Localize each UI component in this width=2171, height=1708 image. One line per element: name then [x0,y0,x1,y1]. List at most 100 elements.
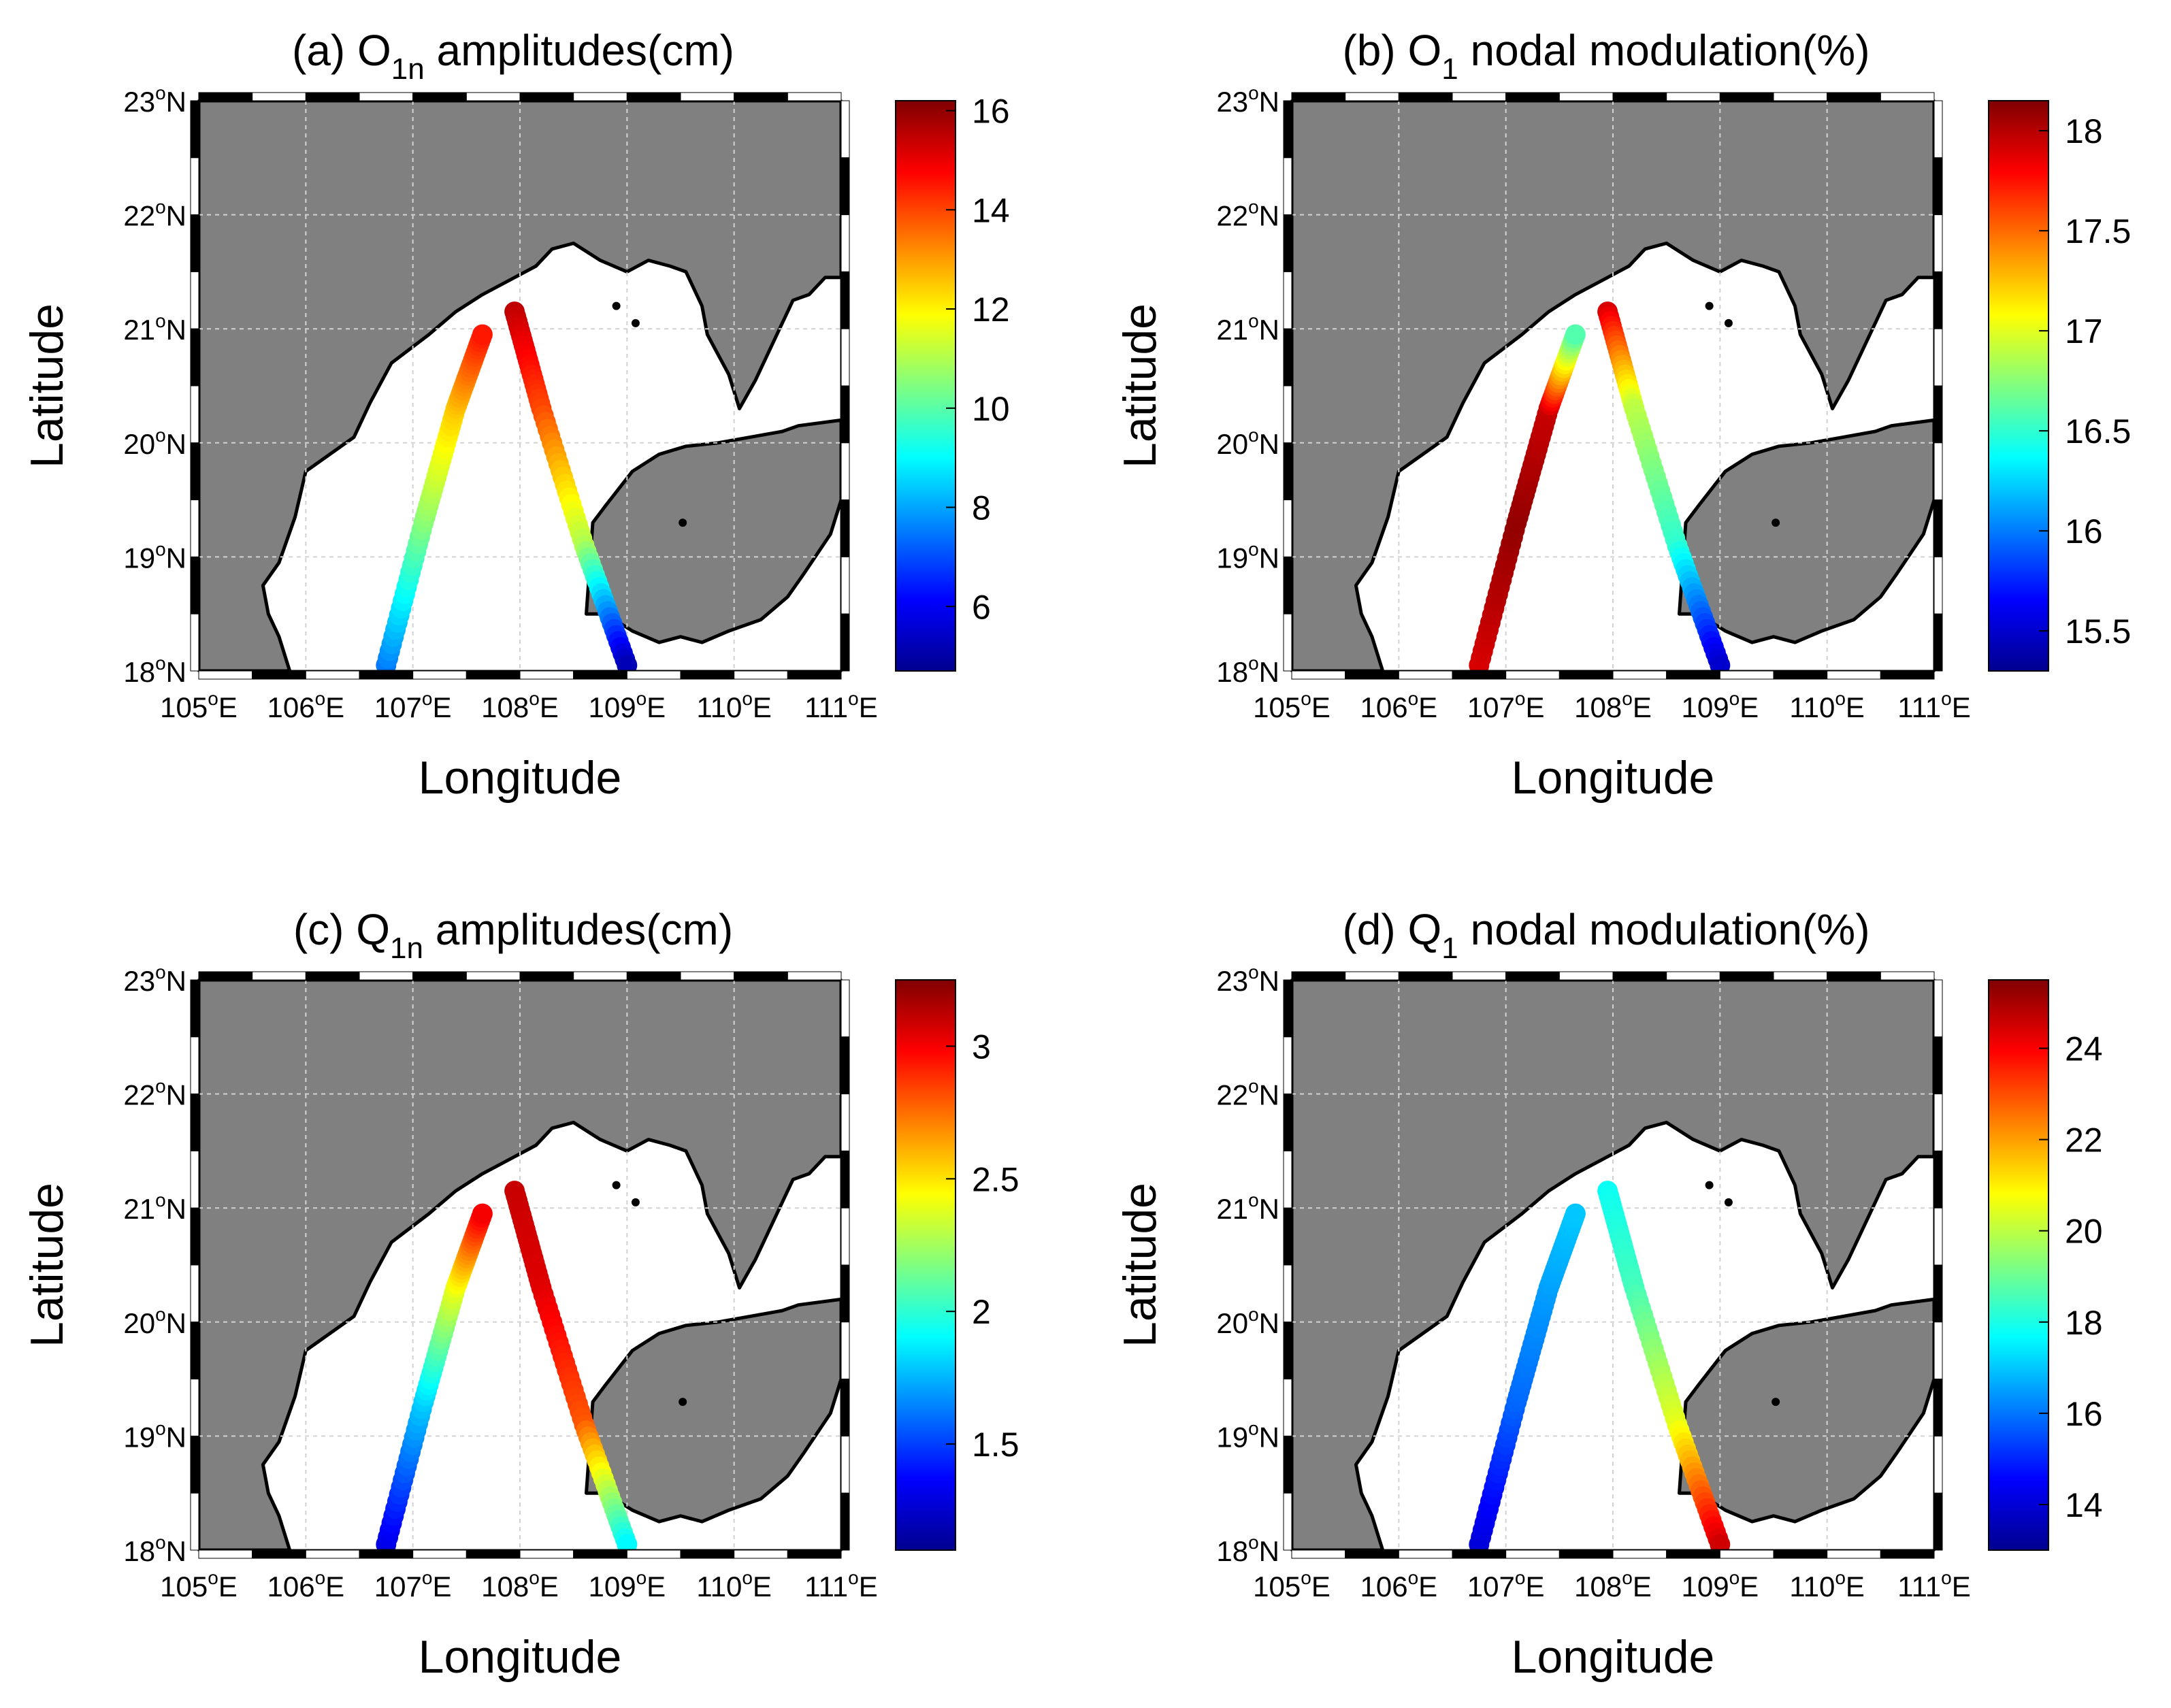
frame-tick-top [466,971,521,981]
frame-tick-top [787,971,842,981]
frame-tick-bottom [1719,1549,1774,1559]
colorbar [895,100,956,672]
frame-tick-left [190,100,199,159]
track-descending [504,1181,638,1550]
island [612,1181,621,1189]
frame-tick-bottom [359,670,414,680]
frame-tick-right [840,1492,850,1551]
y-tick-label: 23oN [123,962,186,997]
frame-tick-bottom [1612,670,1667,680]
frame-tick-top [1505,971,1560,981]
colorbar-tick-label: 16 [2065,1395,2103,1433]
frame-tick-right [1933,157,1943,216]
frame-tick-right [1933,979,1943,1038]
colorbar-tick-label: 20 [2065,1213,2103,1251]
x-tick-label: 109oE [588,688,666,723]
map-layer [199,980,841,1550]
frame-tick-right [840,385,850,444]
frame-tick-bottom [680,1549,735,1559]
frame-tick-top [412,971,467,981]
frame-tick-left [190,271,199,329]
frame-tick-top [252,971,306,981]
colorbar-tick-label: 24 [2065,1030,2103,1068]
frame-tick-left [1283,385,1292,444]
frame-tick-top [1612,92,1667,101]
colorbar-tick-label: 3 [972,1028,991,1066]
frame-tick-top [305,971,360,981]
frame-tick-bottom [1398,1549,1453,1559]
frame-tick-left [190,1150,199,1209]
track-descending [504,301,638,671]
frame-tick-right [1933,1264,1943,1323]
island [679,519,687,527]
track-point [617,655,638,671]
frame-tick-left [1283,157,1292,216]
frame-tick-right [840,214,850,272]
land-mainland [199,980,841,1550]
land-mainland [1292,980,1934,1550]
track-ascending [1469,1203,1586,1550]
panel-title: (d) Q1 nodal modulation(%) [1342,905,1870,965]
frame-tick-bottom [787,670,842,680]
frame-tick-right [1933,1150,1943,1209]
frame-tick-top [1505,92,1560,101]
track-point [1565,324,1586,345]
frame-tick-right [1933,214,1943,272]
frame-tick-left [190,499,199,557]
colorbar-tick-label: 12 [972,291,1010,329]
frame-tick-right [1933,1094,1943,1151]
panel-title: (a) O1n amplitudes(cm) [292,26,734,86]
frame-tick-left [1283,979,1292,1038]
frame-tick-left [1283,1435,1292,1494]
frame-tick-bottom [626,1549,681,1559]
x-tick-label: 108oE [1574,1567,1652,1603]
x-tick-label: 106oE [267,1567,344,1603]
frame-tick-bottom [252,1549,306,1559]
track-point [1710,655,1731,671]
frame-tick-bottom [1773,670,1828,680]
colorbar-tick-label: 14 [2065,1486,2103,1524]
frame-tick-right [840,499,850,557]
frame-tick-top [734,971,788,981]
frame-tick-top [734,92,788,101]
x-tick-label: 105oE [160,688,238,723]
frame-tick-right [840,1379,850,1436]
track-descending [1597,1181,1731,1550]
land-hainan [585,1297,841,1524]
y-tick-label: 18oN [123,1532,186,1567]
panel-title: (b) O1 nodal modulation(%) [1342,26,1870,86]
x-tick-label: 107oE [374,688,452,723]
island [1724,1198,1733,1206]
frame-tick-left [190,385,199,444]
frame-tick-left [1283,1094,1292,1151]
y-tick-label: 20oN [123,425,186,460]
frame-tick-bottom [1827,670,1881,680]
frame-tick-left [1283,1036,1292,1095]
frame-tick-right [1933,1321,1943,1380]
colorbar-tick-label: 8 [972,489,991,527]
frame-tick-right [1933,100,1943,159]
frame-tick-bottom [1719,670,1774,680]
colorbar-tick-label: 16.5 [2065,412,2131,450]
map-layer [1292,101,1934,671]
frame-tick-top [412,92,467,101]
x-tick-label: 109oE [588,1567,666,1603]
frame-tick-top [1666,92,1720,101]
colorbar-tick-label: 17 [2065,312,2103,350]
frame-tick-left [190,157,199,216]
frame-tick-left [1283,1264,1292,1323]
x-tick-label: 105oE [1253,1567,1331,1603]
x-tick-label: 105oE [1253,688,1331,723]
frame-tick-bottom [412,670,467,680]
frame-tick-bottom [1345,670,1399,680]
y-axis-label: Latitude [1114,303,1166,468]
frame-tick-bottom [1558,670,1614,680]
colorbar-tick-label: 1.5 [972,1426,1019,1464]
frame-tick-top [573,92,627,101]
frame-tick-right [840,1321,850,1380]
frame-tick-right [1933,1036,1943,1095]
y-tick-label: 22oN [1216,197,1279,232]
frame-tick-bottom [198,1549,253,1559]
frame-tick-right [840,1264,850,1323]
